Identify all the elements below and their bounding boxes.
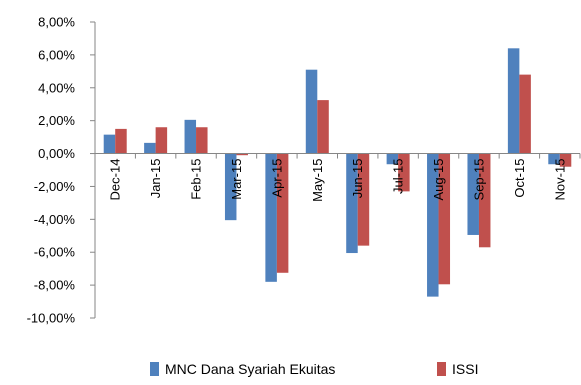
- bar-mnc: [224, 153, 237, 221]
- legend-label: ISSI: [452, 361, 478, 377]
- bar-mnc: [103, 134, 116, 154]
- bar-mnc: [507, 48, 520, 154]
- bar-mnc: [184, 119, 197, 154]
- legend-swatch: [150, 362, 159, 376]
- bar-issi: [115, 128, 127, 154]
- bar-issi: [317, 100, 329, 154]
- bar-mnc: [427, 153, 439, 297]
- y-axis-ticks: 8,00% 6,00% 4,00% 2,00% 0,00% -2,00% -4,00% -6,…: [27, 15, 581, 326]
- x-tick-label: Aug-15: [431, 159, 446, 201]
- x-tick-label: May-15: [310, 159, 325, 202]
- x-tick-label: Nov-15: [552, 159, 567, 201]
- legend-label: MNC Dana Syariah Ekuitas: [165, 361, 335, 377]
- x-tick-label: Jun-15: [350, 159, 365, 199]
- x-tick-label: Sep-15: [471, 159, 486, 201]
- x-tick-label: Jul-15: [391, 159, 406, 194]
- y-tick-label: -6,00%: [34, 245, 76, 260]
- x-tick-label: Mar-15: [229, 159, 244, 200]
- y-tick-label: -10,00%: [27, 311, 76, 326]
- bar-mnc: [467, 153, 479, 235]
- y-tick-label: 8,00%: [38, 15, 75, 30]
- y-tick-label: -8,00%: [34, 278, 76, 293]
- x-tick-label: Dec-14: [108, 159, 123, 201]
- y-tick-label: -2,00%: [34, 179, 76, 194]
- bar-mnc: [346, 153, 358, 254]
- y-tick-label: 4,00%: [38, 80, 75, 95]
- bar-mnc: [144, 142, 156, 154]
- x-tick-label: Jan-15: [148, 159, 163, 199]
- bars: [103, 48, 572, 297]
- bar-issi: [236, 153, 248, 156]
- bar-issi: [276, 153, 289, 273]
- y-tick-label: 2,00%: [38, 113, 75, 128]
- y-tick-label: 0,00%: [38, 146, 75, 161]
- bar-issi: [155, 127, 168, 154]
- bar-issi: [438, 153, 451, 285]
- y-tick-label: -4,00%: [34, 212, 76, 227]
- y-tick-label: 6,00%: [38, 47, 75, 62]
- bar-issi: [398, 153, 410, 192]
- bar-mnc: [265, 153, 277, 282]
- bar-mnc: [305, 69, 318, 154]
- bar-issi: [196, 127, 208, 154]
- x-tick-label: Oct-15: [512, 159, 527, 198]
- bar-issi: [559, 153, 572, 167]
- bar-issi: [519, 74, 531, 154]
- x-tick-label: Feb-15: [189, 159, 204, 200]
- x-axis-labels: Dec-14 Jan-15 Feb-15 Mar-15 Apr-15 May-15 Jun-…: [108, 159, 568, 202]
- x-tick-label: Apr-15: [269, 159, 284, 198]
- bar-mnc: [386, 153, 399, 165]
- legend-swatch: [437, 362, 446, 376]
- legend: MNC Dana Syariah Ekuitas ISSI: [150, 361, 478, 377]
- bar-issi: [478, 153, 491, 248]
- bar-mnc: [548, 153, 560, 165]
- bar-issi: [357, 153, 370, 246]
